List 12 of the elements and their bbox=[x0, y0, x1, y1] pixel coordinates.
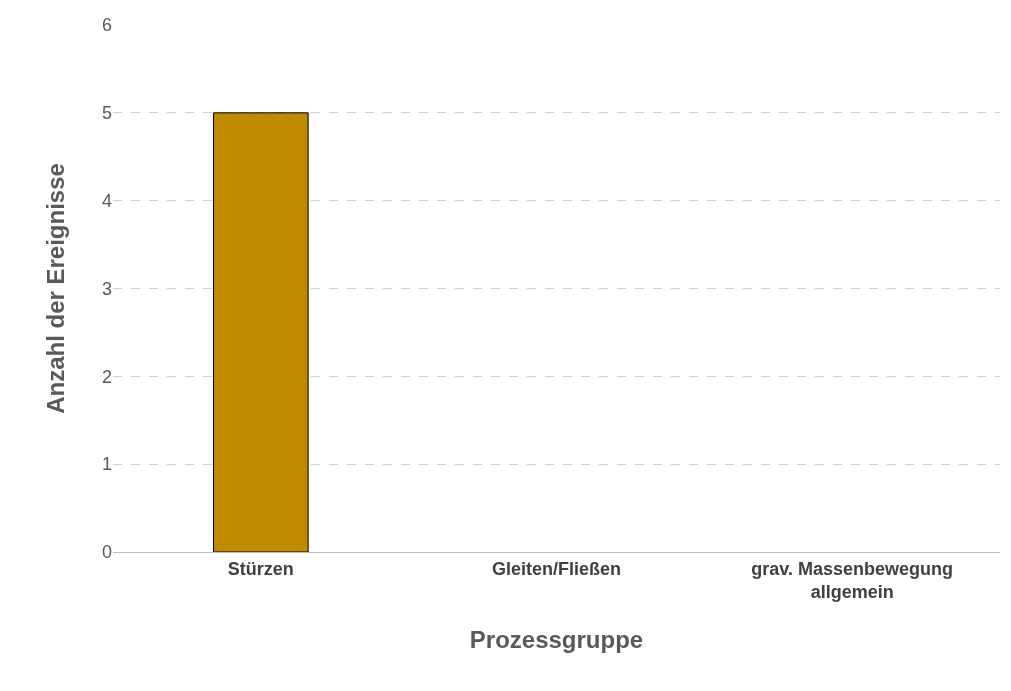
y-tick-label: 2 bbox=[101, 366, 112, 387]
y-tick-label: 4 bbox=[101, 190, 112, 211]
x-tick-label: Stürzen bbox=[227, 558, 294, 579]
y-tick-label: 1 bbox=[101, 454, 112, 475]
x-axis-title: Prozessgruppe bbox=[469, 626, 644, 654]
x-tick-label: grav. Massenbewegung allgemein bbox=[751, 558, 954, 602]
y-tick-label: 0 bbox=[101, 542, 112, 563]
y-axis-title: Anzahl der Ereignisse bbox=[42, 163, 70, 414]
y-tick-label: 5 bbox=[101, 103, 112, 124]
x-tick-label: Gleiten/Fließen bbox=[491, 558, 622, 579]
y-tick-label: 6 bbox=[101, 15, 112, 36]
y-tick-label: 3 bbox=[101, 278, 112, 299]
